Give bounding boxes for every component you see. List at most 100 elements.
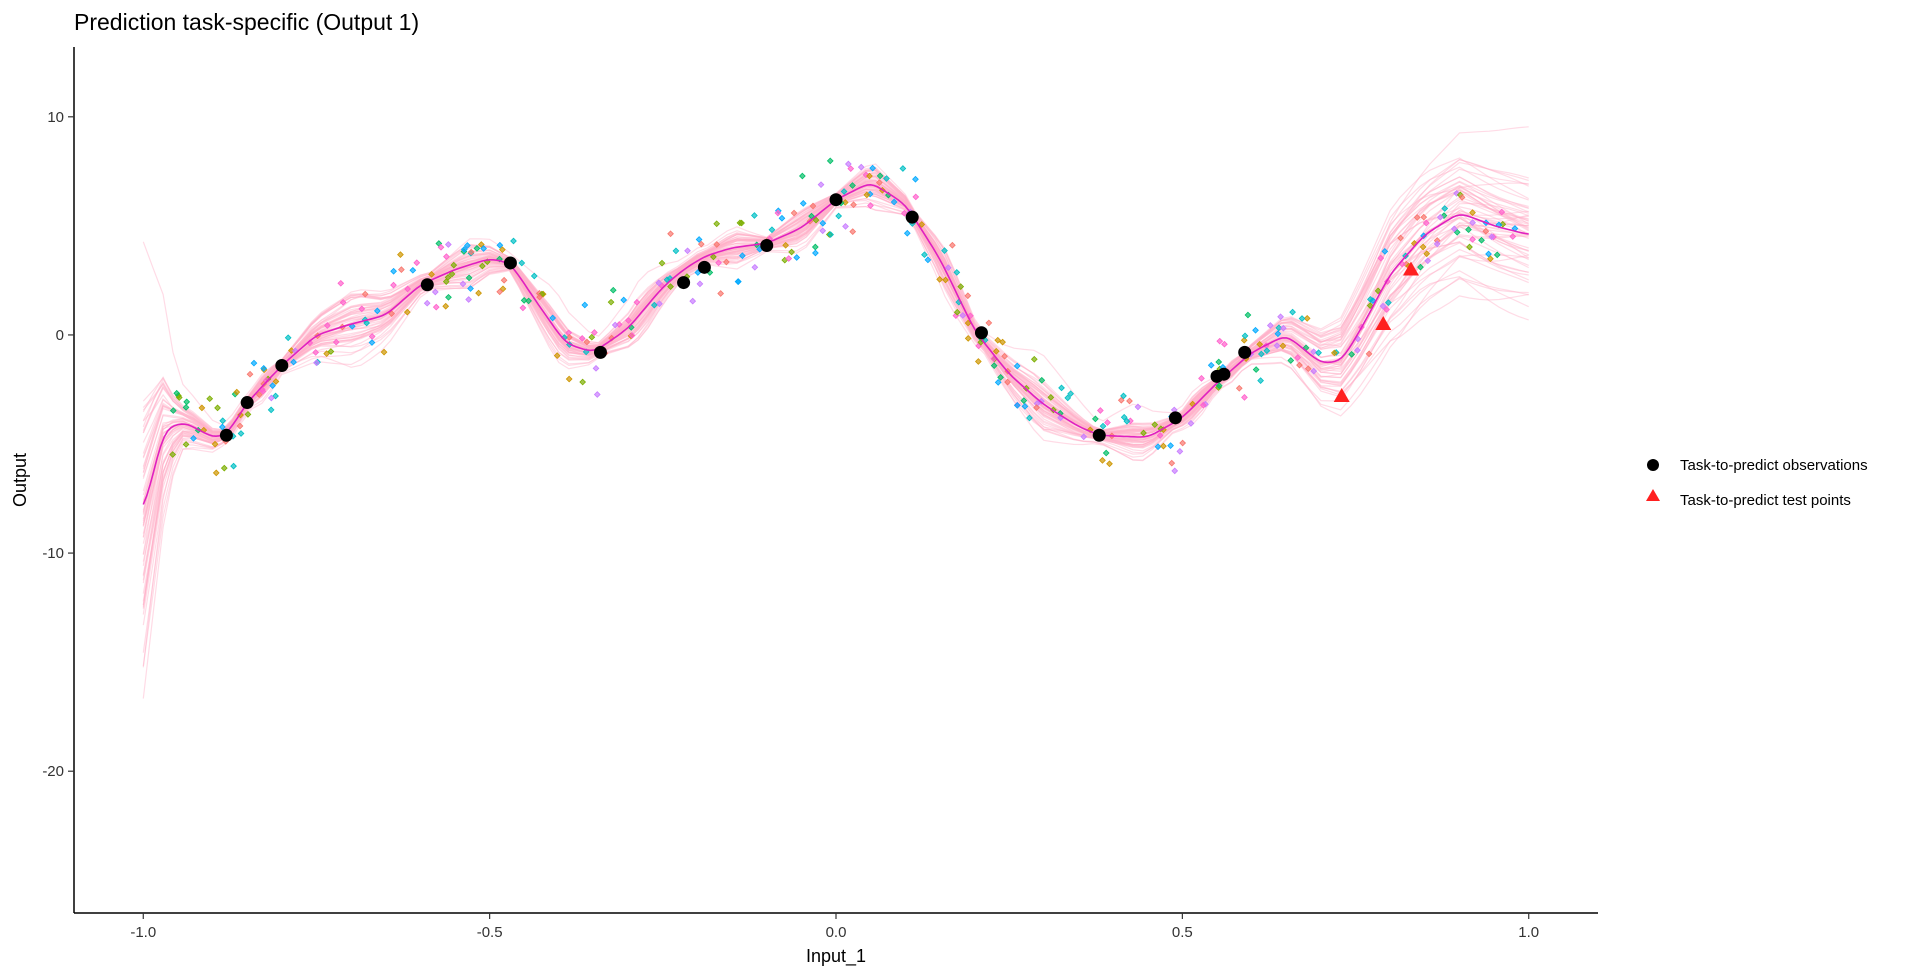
other-task-point [236,422,244,430]
y-tick-label: -20 [42,763,64,780]
other-task-point [1058,384,1065,392]
other-task-point [1453,190,1461,197]
other-task-point [237,430,245,437]
other-task-point [788,248,795,256]
other-task-point [628,332,636,339]
other-task-point [1330,349,1338,357]
other-task-point [1294,354,1302,361]
other-task-point [819,219,827,227]
other-task-point [390,281,397,289]
other-task-point [1422,219,1430,227]
other-task-point [465,274,473,282]
other-task-point [1303,315,1311,322]
other-task-point [450,261,458,269]
other-task-point [380,348,388,356]
other-task-point [876,172,884,180]
observation-point [677,276,691,290]
observation-point [905,210,919,224]
other-task-point [1436,213,1444,221]
other-task-point [1275,324,1283,332]
other-task-point [591,329,598,336]
other-task-point [715,259,722,267]
other-task-point [826,157,834,165]
other-task-point [442,278,450,286]
other-task-point [361,290,369,298]
other-task-point [588,333,596,341]
other-task-point [840,188,848,195]
other-task-point [536,293,543,301]
other-task-point [363,319,371,327]
other-task-point [620,296,628,304]
other-task-point [1244,311,1252,319]
other-task-point [190,434,197,442]
other-task-point [579,378,587,386]
other-task-point [625,317,632,324]
other-task-point [1123,417,1131,425]
other-task-point [182,404,190,411]
other-task-point [404,285,411,293]
other-task-point [358,305,366,313]
test-point [1402,261,1419,276]
other-task-point [713,220,721,228]
other-task-point [1134,403,1142,411]
other-task-point [1207,361,1215,369]
other-task-point [1266,322,1274,329]
other-task-point [918,221,926,228]
other-task-point [819,227,827,235]
other-task-point [432,303,440,311]
other-task-point [368,339,376,346]
other-task-point [790,209,798,217]
observation-point [1217,367,1231,381]
other-task-point [1498,208,1506,216]
other-task-point [1488,233,1496,241]
other-task-point [413,259,421,267]
other-task-point [793,254,801,261]
legend-observation-label: Task-to-predict observations [1680,457,1868,474]
other-task-point [684,247,691,255]
other-task-point [437,243,445,251]
other-task-point [847,165,855,173]
other-task-point [1168,459,1176,467]
other-task-point [1221,340,1228,348]
other-task-point [650,301,658,309]
sample-curve [142,168,1529,534]
other-task-point [578,335,586,342]
other-task-point [397,251,404,259]
other-task-point [812,216,820,224]
y-tick-label: 10 [47,109,64,126]
other-task-point [812,249,819,257]
other-task-point [1469,236,1476,243]
other-task-point [1478,236,1485,244]
other-task-point [388,310,396,317]
other-task-point [1241,332,1249,340]
sample-curve [142,202,1529,594]
observation-point [829,193,843,207]
other-task-point [1004,378,1011,386]
other-task-point [269,382,276,390]
other-task-point [899,165,907,172]
other-task-point [518,259,526,267]
other-task-point [863,191,871,199]
other-task-point [799,172,806,180]
other-task-point [212,469,220,477]
other-task-point [549,314,557,322]
sample-curve [142,185,1529,609]
other-task-point [912,175,919,183]
other-task-point [924,256,932,264]
other-task-point [1235,384,1243,392]
other-task-point [817,181,825,189]
other-task-point [1453,228,1461,236]
other-task-point [799,200,807,207]
other-task-point [1423,250,1431,258]
other-task-point [1417,263,1424,271]
other-task-point [272,378,280,385]
other-task-point [1485,250,1492,258]
other-task-point [782,241,790,249]
other-task-point [477,241,485,248]
other-task-point [246,370,254,378]
other-task-point [1310,348,1317,356]
other-task-point [428,270,435,278]
other-task-point [467,285,474,292]
y-axis-title: Output [10,453,30,507]
other-task-point [869,164,877,172]
